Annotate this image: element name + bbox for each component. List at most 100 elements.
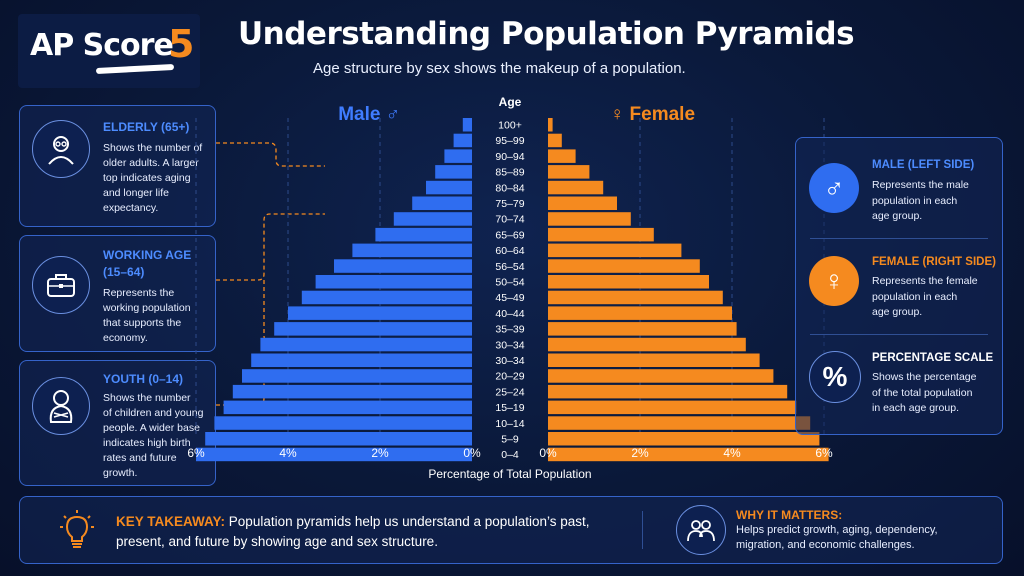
text-line: Shows the percentage (872, 371, 977, 383)
text-line: population in each (872, 290, 958, 303)
male-bar (196, 447, 472, 462)
elderly-connector (216, 142, 325, 167)
age-label: 10–14 (495, 418, 524, 430)
legend-female-title: FEMALE (RIGHT SIDE) (872, 256, 996, 268)
elderly-title: ELDERLY (65+) (103, 120, 190, 134)
age-label: 100+ (498, 120, 522, 132)
female-bar (548, 259, 700, 273)
male-symbol-icon: ♂ (809, 163, 859, 213)
baby-icon (32, 377, 90, 435)
male-bar (274, 322, 472, 336)
text-line: Represents the female (872, 275, 978, 287)
age-label: 70–74 (495, 214, 524, 226)
female-bar (548, 353, 760, 367)
male-bar (242, 369, 472, 383)
male-bar (435, 165, 472, 179)
female-bar (548, 337, 746, 352)
male-bar (375, 227, 472, 242)
text-line: that supports the (103, 317, 182, 329)
age-label: 30–34 (495, 339, 524, 351)
female-bar (548, 149, 576, 163)
age-label: 50–54 (495, 277, 524, 289)
age-label: 60–64 (495, 245, 524, 257)
text-line: top indicates aging (103, 172, 191, 184)
why-it-matters: WHY IT MATTERS: Helps predict growth, ag… (736, 507, 938, 553)
takeaway-line1: Population pyramids help us understand a… (228, 514, 590, 529)
x-axis-label: Percentage of Total Population (428, 467, 591, 481)
text-line: of children and young (103, 407, 204, 419)
female-bar (548, 275, 709, 289)
legend-male-description: Represents the male population in each a… (872, 178, 992, 225)
x-tick-label: 6% (815, 446, 833, 460)
age-label: 56–54 (495, 261, 524, 273)
takeaway-label: KEY TAKEAWAY: (116, 514, 226, 529)
female-bar (548, 322, 737, 336)
text-line: expectancy. (103, 202, 159, 214)
female-bar (548, 227, 654, 242)
male-bar (453, 133, 472, 148)
text-line: older adults. A larger (103, 157, 199, 169)
elderly-card: ELDERLY (65+) Shows the number of older … (19, 105, 216, 227)
logo: AP Score 5 (18, 14, 200, 88)
text-line: age group. (872, 210, 923, 222)
text-line: in each age group. (872, 402, 959, 414)
text-line: age group. (872, 306, 923, 318)
age-label: 40–44 (495, 308, 524, 320)
x-tick-label: 4% (723, 446, 741, 460)
legend-percentage-title: PERCENTAGE SCALE (872, 352, 994, 364)
female-bar (548, 384, 788, 399)
lightbulb-icon (60, 509, 94, 556)
male-bar (426, 180, 472, 195)
male-bar (214, 416, 472, 430)
age-label: 90–94 (495, 151, 524, 163)
female-bar (548, 306, 732, 320)
female-bar (548, 369, 774, 383)
age-label: 0–4 (501, 449, 519, 461)
female-bar (548, 400, 797, 415)
age-label: 80–84 (495, 182, 524, 194)
age-label: 45–49 (495, 292, 524, 304)
text-line: Represents the male (872, 179, 969, 191)
title-line: WORKING AGE (103, 248, 192, 262)
why-title: WHY IT MATTERS: (736, 508, 843, 522)
percent-icon: % (809, 351, 861, 403)
female-bar (548, 432, 820, 446)
briefcase-icon (32, 256, 90, 314)
page-subtitle: Age structure by sex shows the makeup of… (313, 60, 686, 77)
logo-number: 5 (168, 22, 195, 66)
age-label: 95–99 (495, 135, 524, 147)
elderly-description: Shows the number of older adults. A larg… (103, 141, 202, 216)
text-line: people. A wider base (103, 422, 200, 434)
male-bar (412, 196, 472, 210)
text-line: of the total population (872, 386, 973, 399)
female-bar (548, 447, 829, 462)
youth-description: Shows the number of children and young p… (103, 391, 203, 481)
male-bar (223, 400, 472, 415)
text-line: economy. (103, 332, 148, 344)
age-label: 85–89 (495, 167, 524, 179)
x-tick-label: 2% (371, 446, 389, 460)
female-bar (548, 180, 604, 195)
working-age-card: WORKING AGE (15–64) Represents the worki… (19, 235, 216, 352)
female-label: ♀ Female (610, 104, 695, 125)
male-bar (462, 118, 472, 132)
male-bar (251, 353, 472, 367)
people-icon (676, 505, 726, 555)
legend-percentage-description: Shows the percentage of the total popula… (872, 370, 992, 417)
male-bar (315, 275, 472, 289)
female-bar (548, 212, 631, 226)
male-bar (260, 337, 472, 352)
male-bar (301, 290, 472, 305)
female-bar (548, 165, 590, 179)
legend-divider (810, 334, 988, 335)
age-label: 20–29 (495, 371, 524, 383)
takeaway-text: KEY TAKEAWAY: Population pyramids help u… (116, 512, 590, 552)
female-bar (548, 243, 682, 258)
text-line: population in each (872, 194, 958, 207)
age-label: 35–39 (495, 324, 524, 336)
age-label: 65–69 (495, 229, 524, 241)
x-tick-label: 6% (187, 446, 205, 460)
x-tick-label: 0% (463, 446, 481, 460)
key-takeaway-banner: KEY TAKEAWAY: Population pyramids help u… (19, 496, 1003, 564)
takeaway-line2: present, and future by showing age and s… (116, 534, 438, 549)
